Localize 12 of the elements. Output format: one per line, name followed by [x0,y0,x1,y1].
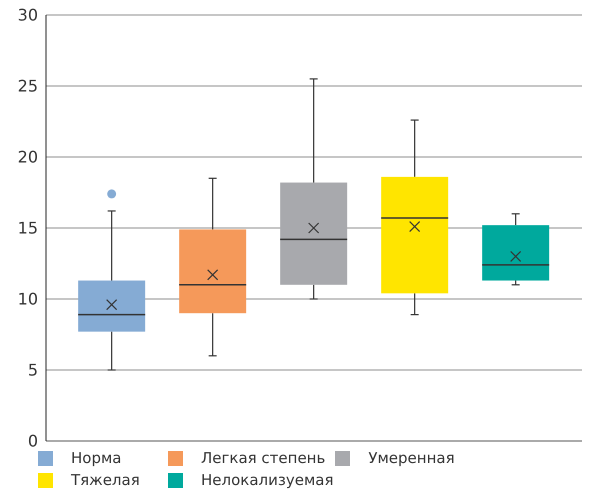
legend-label: Тяжелая [71,471,140,489]
legend-label: Нелокализуемая [201,471,334,489]
y-tick-label: 30 [18,6,38,25]
legend-label: Норма [71,449,122,467]
legend-label: Легкая степень [201,449,326,467]
y-tick-label: 25 [18,76,38,96]
y-tick-label: 5 [28,360,38,380]
y-tick-label: 20 [18,148,38,167]
y-tick-label: 10 [18,290,38,309]
y-tick-label: 0 [28,432,38,451]
legend-label: Умеренная [368,449,455,467]
y-tick-label: 15 [18,218,38,238]
